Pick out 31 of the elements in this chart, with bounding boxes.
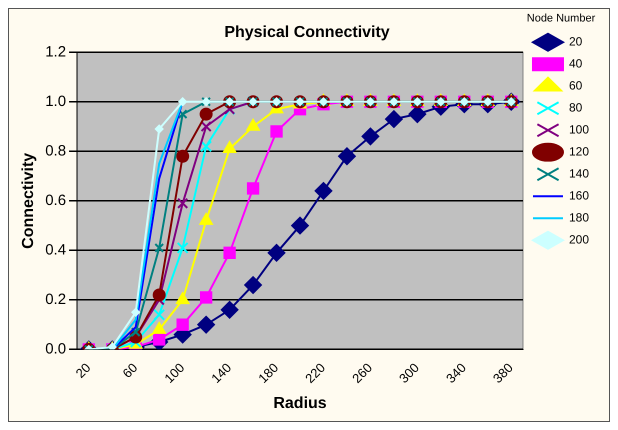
legend-label: 120 (568, 144, 590, 159)
legend-label: 100 (568, 122, 590, 137)
legend-label: 160 (568, 188, 590, 203)
legend-label: 180 (568, 210, 590, 225)
legend-label: 40 (568, 56, 583, 71)
legend-label: 200 (568, 232, 590, 247)
x-tick-label: 300 (396, 360, 422, 386)
x-tick-label: 20 (72, 360, 94, 381)
y-tick-label: 0.4 (45, 241, 66, 258)
chart-title: Physical Connectivity (224, 24, 390, 42)
y-tick-label: 0.6 (45, 192, 66, 209)
y-tick-label: 0.0 (45, 340, 66, 358)
y-axis-title: Connectivity (20, 152, 38, 249)
legend-label: 60 (568, 78, 583, 93)
y-tick-label: 0.2 (45, 291, 66, 308)
y-tick-label: 1.2 (45, 43, 66, 60)
x-tick-label: 100 (161, 360, 188, 386)
legend-label: 80 (568, 100, 583, 115)
x-tick-label: 140 (208, 360, 234, 386)
x-tick-label: 220 (302, 360, 328, 386)
legend-label: 20 (568, 34, 583, 49)
x-tick-label: 180 (255, 360, 282, 386)
y-tick-label: 1.0 (45, 92, 66, 110)
y-tick-label: 0.8 (45, 142, 66, 160)
x-tick-label: 60 (120, 360, 140, 381)
x-tick-label: 380 (490, 360, 516, 386)
legend-title: Node Number (526, 12, 596, 25)
legend-label: 140 (568, 166, 590, 181)
x-axis-title: Radius (273, 394, 327, 412)
x-tick-label: 260 (349, 360, 376, 386)
x-tick-label: 340 (443, 360, 469, 386)
